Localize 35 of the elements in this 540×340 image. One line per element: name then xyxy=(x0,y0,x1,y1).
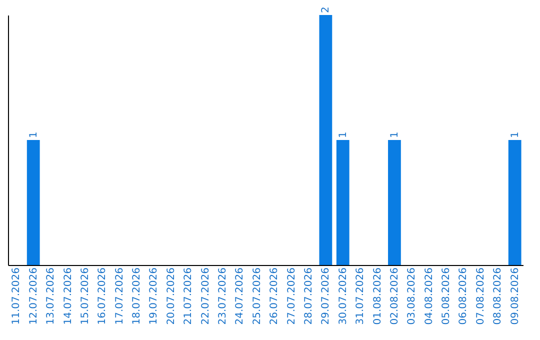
x-tick-label: 19.07.2026 xyxy=(148,268,160,325)
data-label: 1 xyxy=(389,132,400,138)
x-tick-label: 14.07.2026 xyxy=(62,268,74,325)
x-tick-label: 01.08.2026 xyxy=(372,268,384,325)
data-label: 1 xyxy=(338,132,349,138)
x-tick-label: 04.08.2026 xyxy=(424,268,435,325)
x-tick-label: 26.07.2026 xyxy=(269,268,280,325)
x-tick-label: 23.07.2026 xyxy=(218,268,229,325)
x-tick-label: 06.08.2026 xyxy=(458,268,470,325)
x-tick-label: 31.07.2026 xyxy=(355,268,366,325)
x-tick-label: 11.07.2026 xyxy=(11,268,22,325)
x-tick-label: 12.07.2026 xyxy=(28,268,40,325)
x-tick-label: 27.07.2026 xyxy=(286,268,298,325)
x-tick-label: 22.07.2026 xyxy=(200,268,212,325)
x-tick-label: 16.07.2026 xyxy=(97,268,108,325)
x-tick-label: 13.07.2026 xyxy=(46,268,57,325)
x-tick-label: 02.08.2026 xyxy=(389,268,400,325)
x-tick-label: 08.08.2026 xyxy=(492,268,504,325)
x-tick-label: 28.07.2026 xyxy=(303,268,314,325)
data-label: 1 xyxy=(28,132,40,138)
x-tick-label: 24.07.2026 xyxy=(234,268,246,325)
x-tick-label: 07.08.2026 xyxy=(475,268,486,325)
x-tick-label: 05.08.2026 xyxy=(441,268,452,325)
x-tick-label: 09.08.2026 xyxy=(510,268,521,325)
x-tick-label: 15.07.2026 xyxy=(80,268,91,325)
data-label: 2 xyxy=(320,6,332,13)
x-tick-label: 03.08.2026 xyxy=(406,268,418,325)
data-label: 1 xyxy=(510,132,521,138)
x-tick-label: 20.07.2026 xyxy=(166,268,177,325)
x-tick-label: 25.07.2026 xyxy=(252,268,263,325)
x-tick-label: 30.07.2026 xyxy=(338,268,349,325)
x-tick-label: 17.07.2026 xyxy=(114,268,126,325)
x-tick-label: 29.07.2026 xyxy=(320,268,332,325)
x-tick-label: 21.07.2026 xyxy=(183,268,194,325)
x-tick-label: 18.07.2026 xyxy=(132,268,143,325)
